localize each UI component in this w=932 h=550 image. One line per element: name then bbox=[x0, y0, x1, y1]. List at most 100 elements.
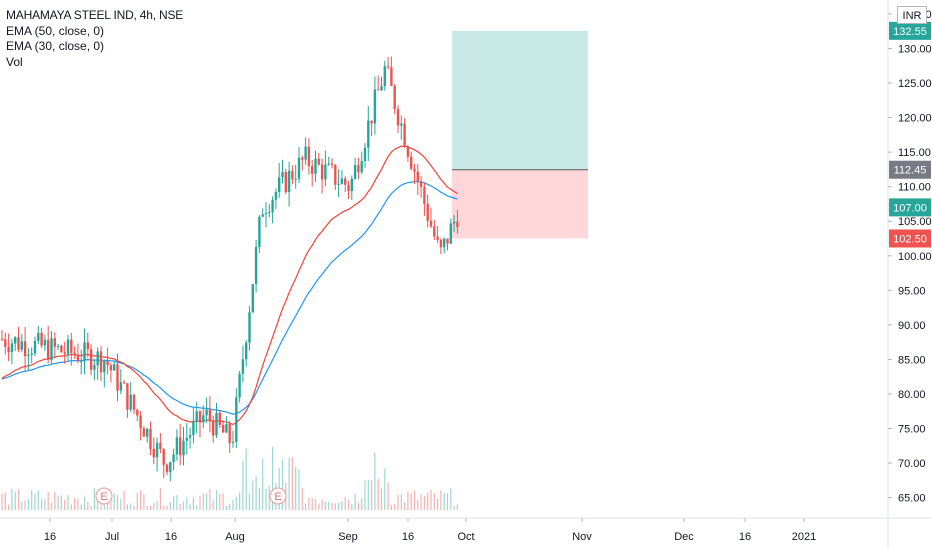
candle-body bbox=[373, 89, 377, 124]
volume-bar bbox=[17, 489, 20, 510]
volume-bar bbox=[14, 491, 16, 510]
volume-bar bbox=[437, 498, 439, 510]
candle-body bbox=[195, 411, 198, 421]
volume-bar bbox=[215, 490, 218, 510]
volume-bar bbox=[179, 503, 181, 510]
volume-bar bbox=[354, 493, 356, 510]
candle-body bbox=[268, 212, 271, 214]
volume-legend[interactable]: Vol bbox=[6, 54, 23, 69]
candle-body bbox=[386, 66, 390, 68]
x-tick-label: Jul bbox=[105, 531, 119, 543]
volume-bar bbox=[295, 466, 297, 510]
volume-bar bbox=[433, 493, 435, 510]
candle-body bbox=[60, 345, 63, 353]
candle-body bbox=[297, 157, 301, 179]
candle-body bbox=[429, 220, 433, 227]
price-tag bbox=[889, 21, 931, 40]
candle-body bbox=[93, 365, 96, 370]
volume-bar bbox=[146, 505, 148, 510]
volume-bar bbox=[248, 493, 251, 510]
candle-body bbox=[274, 191, 278, 200]
candle-body bbox=[456, 221, 459, 228]
volume-bar bbox=[446, 493, 449, 510]
candle-body bbox=[23, 341, 27, 357]
volume-bar bbox=[265, 488, 267, 510]
volume-bar bbox=[318, 503, 320, 510]
x-tick-label: Dec bbox=[674, 531, 694, 543]
candle-body bbox=[218, 412, 221, 425]
candle-body bbox=[17, 337, 20, 350]
volume-bar bbox=[153, 502, 155, 510]
candle-body bbox=[122, 382, 126, 384]
candle-body bbox=[271, 199, 274, 213]
volume-bar bbox=[21, 501, 23, 510]
candle-body bbox=[363, 147, 367, 162]
volume-bar bbox=[390, 504, 392, 510]
ema30-line bbox=[1, 145, 458, 426]
volume-bar bbox=[252, 480, 254, 510]
y-tick-label: 65.00 bbox=[898, 493, 926, 505]
candle-body bbox=[241, 359, 245, 374]
currency-label[interactable]: INR bbox=[897, 6, 927, 24]
volume-bar bbox=[163, 505, 165, 510]
volume-bar bbox=[420, 494, 422, 510]
candle-body bbox=[53, 338, 56, 347]
volume-bar bbox=[87, 501, 89, 510]
volume-bar bbox=[351, 504, 353, 510]
candle-body bbox=[370, 120, 373, 124]
y-tick-label: 100.00 bbox=[898, 251, 932, 263]
candle-body bbox=[188, 435, 192, 438]
candle-body bbox=[334, 164, 337, 185]
candle-body bbox=[179, 437, 182, 456]
candle-body bbox=[37, 332, 40, 341]
volume-bar bbox=[67, 494, 69, 510]
volume-bar bbox=[149, 505, 152, 510]
volume-bar bbox=[314, 499, 317, 510]
candle-body bbox=[347, 184, 350, 192]
candle-body bbox=[0, 338, 4, 340]
candle-body bbox=[63, 352, 66, 354]
candle-body bbox=[73, 352, 76, 355]
volume-bar bbox=[166, 505, 168, 510]
symbol-title[interactable]: MAHAMAYA STEEL IND, 4h, NSE bbox=[6, 8, 184, 22]
y-tick-label: 95.00 bbox=[898, 285, 926, 297]
volume-bar bbox=[113, 492, 115, 510]
candle-body bbox=[320, 164, 324, 180]
volume-bar bbox=[222, 493, 224, 510]
x-tick-label: Aug bbox=[225, 531, 245, 543]
volume-bar bbox=[103, 501, 105, 510]
earnings-marker bbox=[269, 487, 287, 505]
ema30-legend[interactable]: EMA (30, close, 0) bbox=[6, 39, 105, 53]
candle-body bbox=[185, 437, 188, 441]
volume-bar bbox=[443, 492, 445, 510]
candle-body bbox=[357, 165, 360, 173]
y-tick-label: 105.00 bbox=[898, 216, 932, 228]
candle-body bbox=[159, 442, 162, 450]
volume-bar bbox=[90, 505, 92, 510]
candle-body bbox=[208, 409, 212, 422]
volume-bar bbox=[371, 480, 373, 510]
volume-bar bbox=[367, 479, 369, 510]
volume-bar bbox=[291, 457, 293, 510]
candle-body bbox=[231, 441, 235, 444]
candle-body bbox=[416, 171, 419, 182]
x-tick-label: Nov bbox=[572, 531, 592, 543]
y-tick-label: 80.00 bbox=[898, 389, 926, 401]
y-tick-label: 70.00 bbox=[898, 458, 926, 470]
volume-bar bbox=[11, 488, 13, 510]
volume-bar bbox=[232, 500, 234, 510]
volume-bar bbox=[341, 501, 343, 510]
volume-bar bbox=[77, 499, 79, 510]
candle-body bbox=[7, 346, 10, 353]
ema50-legend[interactable]: EMA (50, close, 0) bbox=[6, 23, 105, 38]
volume-bar bbox=[196, 505, 198, 510]
candle-body bbox=[350, 178, 353, 192]
volume-bar bbox=[41, 498, 43, 510]
candle-body bbox=[380, 86, 383, 91]
volume-bar bbox=[245, 448, 247, 510]
price-tag bbox=[889, 198, 931, 217]
volume-bar bbox=[423, 495, 425, 510]
volume-bar bbox=[209, 488, 211, 510]
volume-bar bbox=[404, 502, 406, 510]
